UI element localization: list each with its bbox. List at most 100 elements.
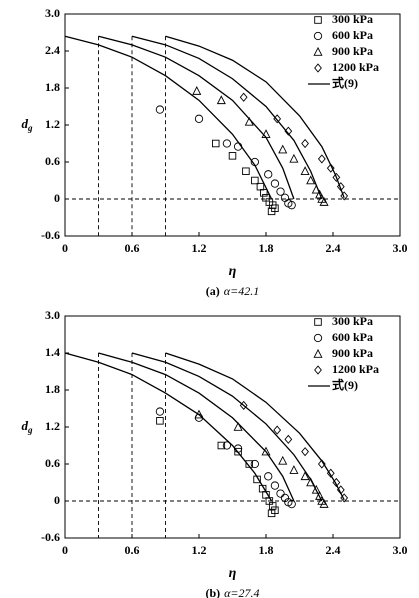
- marker-diamond: [340, 493, 349, 503]
- legend-label: 式(9): [332, 377, 358, 392]
- legend-label: 900 kPa: [332, 346, 373, 360]
- model-curve: [98, 35, 295, 200]
- marker-triangle: [319, 498, 329, 508]
- y-axis-label-sub: g: [27, 123, 33, 133]
- y-tick-label: 1.8: [45, 382, 60, 396]
- y-tick-label: -0.6: [41, 228, 60, 242]
- marker-circle: [264, 472, 273, 481]
- marker-square: [256, 182, 265, 191]
- marker-square: [245, 460, 253, 468]
- marker-diamond: [332, 172, 341, 183]
- y-axis-label-main: d: [22, 116, 29, 131]
- legend-label: 式(9): [332, 75, 358, 90]
- marker-triangle: [319, 196, 329, 206]
- marker-circle: [194, 114, 204, 123]
- marker-square: [234, 447, 242, 456]
- legend-marker: [314, 16, 322, 24]
- marker-circle: [222, 139, 232, 148]
- y-tick-label: 0.6: [45, 154, 60, 168]
- legend-label: 600 kPa: [332, 330, 373, 344]
- legend-marker: [314, 318, 322, 326]
- marker-diamond: [273, 425, 282, 435]
- x-tick-label: 3.0: [393, 543, 408, 557]
- x-tick-label: 1.8: [259, 241, 274, 255]
- x-tick-label: 1.8: [259, 543, 274, 557]
- marker-triangle: [311, 484, 321, 494]
- marker-triangle: [289, 153, 299, 163]
- marker-diamond: [301, 447, 309, 457]
- model-curve: [64, 35, 273, 200]
- marker-square: [260, 189, 268, 197]
- y-tick-label: 3.0: [45, 308, 60, 322]
- y-axis-label: dg: [22, 116, 34, 133]
- marker-triangle: [289, 465, 299, 474]
- marker-diamond: [239, 92, 248, 102]
- legend-label: 300 kPa: [332, 12, 373, 26]
- y-tick-label: 1.8: [45, 80, 60, 94]
- y-tick-label: 1.2: [45, 117, 60, 131]
- marker-square: [251, 176, 259, 185]
- marker-square: [253, 475, 261, 484]
- caption: (b) α=27.4: [205, 586, 259, 598]
- y-tick-label: 3.0: [45, 6, 60, 20]
- caption-text: α=42.1: [224, 284, 259, 298]
- marker-triangle: [194, 409, 204, 419]
- marker-triangle: [192, 85, 202, 95]
- legend-label: 1200 kPa: [332, 362, 379, 376]
- marker-triangle: [300, 166, 310, 176]
- marker-square: [211, 139, 220, 148]
- x-tick-label: 0: [62, 543, 68, 557]
- legend-label: 900 kPa: [332, 44, 373, 58]
- x-tick-label: 0.6: [125, 241, 140, 255]
- marker-triangle: [300, 471, 310, 481]
- marker-square: [242, 167, 250, 175]
- marker-square: [268, 502, 277, 510]
- marker-diamond: [326, 163, 335, 173]
- marker-circle: [280, 193, 290, 202]
- marker-triangle: [261, 446, 271, 456]
- marker-square: [228, 152, 237, 160]
- marker-circle: [276, 489, 285, 498]
- model-curve: [131, 352, 323, 502]
- y-tick-label: -0.6: [41, 530, 60, 544]
- marker-triangle: [315, 189, 325, 199]
- legend-label: 600 kPa: [332, 28, 373, 42]
- marker-circle: [270, 179, 280, 188]
- y-tick-label: 0: [54, 191, 60, 205]
- x-axis-label: η: [229, 566, 237, 581]
- marker-triangle: [306, 175, 316, 185]
- legend-label: 1200 kPa: [332, 60, 379, 74]
- y-tick-label: 0.6: [45, 456, 60, 470]
- x-tick-label: 2.4: [326, 543, 341, 557]
- caption-prefix: (b): [205, 586, 220, 598]
- marker-circle: [276, 187, 285, 196]
- marker-diamond: [317, 154, 326, 164]
- y-axis-label-main: d: [22, 418, 29, 433]
- marker-diamond: [284, 434, 293, 444]
- legend-marker: [314, 63, 322, 73]
- marker-circle: [264, 170, 273, 179]
- marker-triangle: [278, 455, 288, 465]
- legend-marker: [313, 31, 323, 41]
- x-tick-label: 1.2: [192, 543, 207, 557]
- marker-circle: [250, 459, 259, 469]
- caption-text: α=27.4: [224, 586, 259, 598]
- model-curve: [64, 352, 273, 502]
- marker-circle: [222, 441, 232, 450]
- marker-square: [156, 417, 164, 425]
- marker-triangle: [278, 144, 288, 154]
- x-axis-label: η: [229, 264, 237, 279]
- marker-triangle: [306, 477, 316, 487]
- x-tick-label: 3.0: [393, 241, 408, 255]
- y-axis-label: dg: [22, 418, 34, 435]
- marker-triangle: [261, 129, 271, 139]
- marker-circle: [287, 499, 296, 509]
- marker-diamond: [301, 138, 309, 149]
- x-tick-label: 0: [62, 241, 68, 255]
- marker-square: [267, 509, 276, 518]
- marker-square: [267, 207, 276, 216]
- marker-triangle: [216, 95, 226, 105]
- marker-diamond: [239, 400, 248, 411]
- marker-diamond: [317, 459, 326, 469]
